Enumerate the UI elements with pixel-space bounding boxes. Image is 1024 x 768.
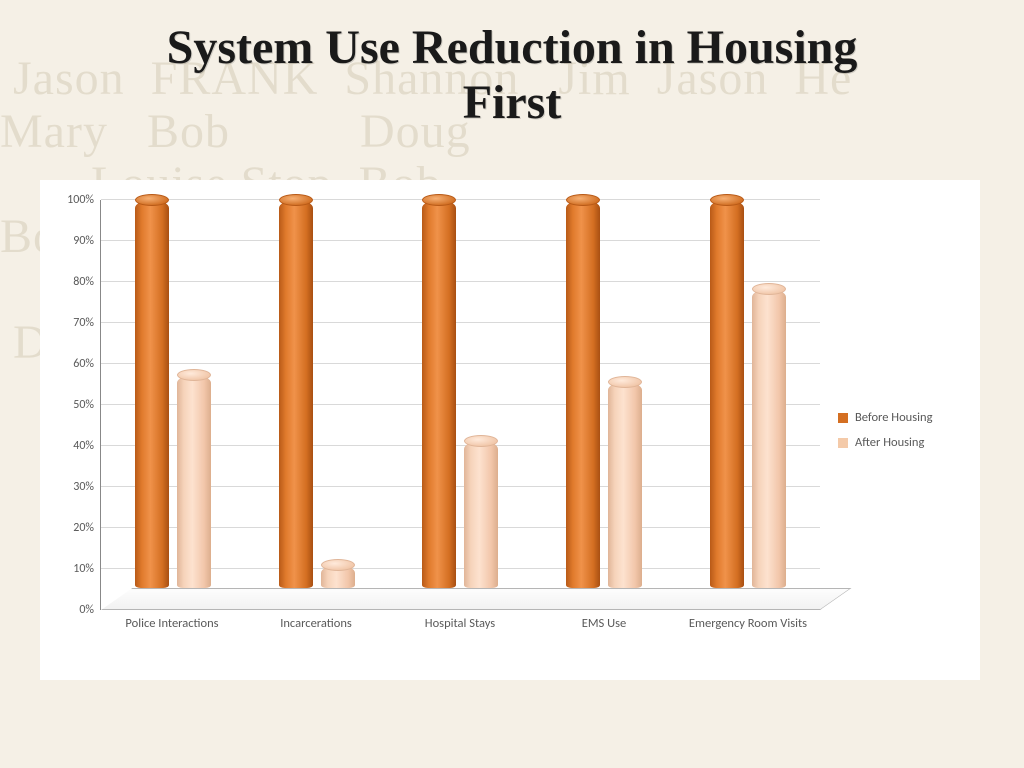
x-label: EMS Use: [532, 616, 676, 656]
x-axis: Police Interactions Incarcerations Hospi…: [100, 616, 820, 656]
bar-before: [135, 200, 169, 588]
bar-group: [532, 200, 676, 610]
title-line-2: First: [463, 76, 562, 129]
x-label: Emergency Room Visits: [676, 616, 820, 656]
bar-after: [177, 375, 211, 588]
legend-label: Before Housing: [855, 410, 932, 425]
x-label: Incarcerations: [244, 616, 388, 656]
title-line-1: System Use Reduction in Housing: [167, 21, 858, 74]
y-tick: 70%: [50, 316, 94, 330]
y-tick: 100%: [50, 193, 94, 207]
bar-before: [422, 200, 456, 588]
bar-group: [389, 200, 533, 610]
legend-item-after: After Housing: [838, 435, 960, 450]
legend-swatch-before: [838, 413, 848, 423]
bar-group: [245, 200, 389, 610]
plot: [100, 200, 820, 610]
y-tick: 50%: [50, 398, 94, 412]
y-tick: 90%: [50, 234, 94, 248]
bar-after: [321, 565, 355, 588]
plot-area: 0% 10% 20% 30% 40% 50% 60% 70% 80% 90% 1…: [50, 190, 820, 670]
bar-after: [752, 289, 786, 588]
chart-container: 0% 10% 20% 30% 40% 50% 60% 70% 80% 90% 1…: [40, 180, 980, 680]
bar-after: [464, 441, 498, 588]
y-axis: 0% 10% 20% 30% 40% 50% 60% 70% 80% 90% 1…: [50, 200, 100, 610]
bar-after: [608, 382, 642, 588]
y-tick: 20%: [50, 521, 94, 535]
legend: Before Housing After Housing: [820, 190, 960, 670]
y-tick: 40%: [50, 439, 94, 453]
legend-item-before: Before Housing: [838, 410, 960, 425]
bar-group: [101, 200, 245, 610]
y-tick: 30%: [50, 480, 94, 494]
bar-before: [566, 200, 600, 588]
x-label: Hospital Stays: [388, 616, 532, 656]
page-title: System Use Reduction in Housing First: [0, 20, 1024, 130]
legend-label: After Housing: [855, 435, 924, 450]
x-label: Police Interactions: [100, 616, 244, 656]
legend-swatch-after: [838, 438, 848, 448]
y-tick: 10%: [50, 562, 94, 576]
y-tick: 0%: [50, 603, 94, 617]
bar-groups: [101, 200, 820, 610]
y-tick: 60%: [50, 357, 94, 371]
y-tick: 80%: [50, 275, 94, 289]
bar-before: [279, 200, 313, 588]
bar-before: [710, 200, 744, 588]
bar-group: [676, 200, 820, 610]
